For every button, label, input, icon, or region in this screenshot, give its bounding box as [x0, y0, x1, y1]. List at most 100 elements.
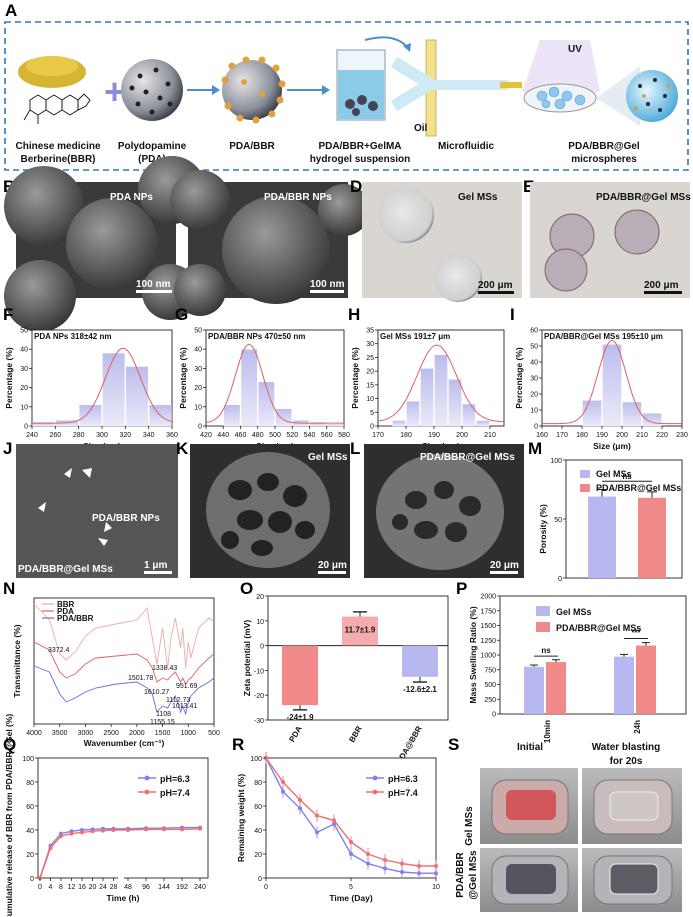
- zeta-bar: [282, 645, 318, 706]
- chart-m: M Gel MSs PDA/BBR@Gel MSs ns 0 50 100 Porosity …: [528, 439, 683, 583]
- data-point: [69, 831, 74, 836]
- x-tick-label: 300: [96, 432, 108, 439]
- x-axis-label: Size (μm): [593, 441, 631, 451]
- zeta-bar: [402, 645, 438, 677]
- value-label: 11.7±1.9: [345, 626, 376, 635]
- peak-annotation: 1501.78: [128, 675, 153, 682]
- x-tick-label: 24: [99, 884, 107, 891]
- y-tick-label: 40: [194, 347, 202, 354]
- schematic-label-9: PDA/BBR@Gel: [568, 141, 640, 152]
- scale-bar-label-j: 1 μm: [144, 560, 167, 571]
- panel-label-r: R: [232, 735, 244, 754]
- histogram-bar: [582, 400, 602, 427]
- histogram-bar: [327, 423, 344, 427]
- y-axis-label: Percentage (%): [350, 347, 360, 409]
- histogram-bar: [602, 344, 622, 427]
- y-tick-label: 0: [24, 424, 28, 431]
- y-tick-label: 15: [366, 382, 374, 389]
- data-point: [80, 830, 84, 835]
- legend-label: pH=7.4: [388, 788, 418, 798]
- significance-label: ***: [631, 628, 641, 637]
- y-tick-label: 60: [530, 328, 538, 335]
- scale-bar-label-d: 200 μm: [478, 280, 513, 291]
- data-point: [162, 827, 166, 832]
- y-tick-label: 20: [194, 385, 202, 392]
- x-tick-label: 540: [304, 432, 316, 439]
- y-tick-label: 1250: [480, 638, 496, 645]
- x-tick-label: 340: [143, 432, 155, 439]
- plot-frame: [33, 597, 215, 725]
- x-tick-label: 160: [536, 432, 548, 439]
- schematic-label-1: Chinese medicine: [15, 141, 100, 152]
- histogram-bar: [434, 354, 448, 427]
- y-tick-label: 35: [366, 328, 374, 335]
- microsphere-icon: [626, 70, 678, 122]
- scale-bar-label-k: 20 μm: [318, 560, 347, 571]
- chart-title: Gel MSs 191±7 μm: [380, 332, 450, 341]
- legend-swatch: [580, 470, 590, 478]
- legend-swatch: [536, 606, 550, 616]
- x-tick-label: 48: [124, 884, 132, 891]
- y-tick-label: 30: [366, 341, 374, 348]
- histogram-bar: [125, 366, 149, 427]
- y-tick-label: 40: [26, 828, 34, 835]
- x-tick-label: 2500: [103, 730, 119, 737]
- x-tick-label: 192: [176, 884, 188, 891]
- plot-frame: [31, 329, 173, 427]
- y-tick-label: 0: [30, 876, 34, 883]
- x-tick-label: 28: [110, 884, 118, 891]
- x-tick-label: 520: [286, 432, 298, 439]
- gaussian-fit-line: [542, 339, 682, 425]
- chart-g: G 420 440 460 480 500 520 540 560 580 0 10 20 30 40 50 P…: [175, 305, 350, 451]
- x-tick-label: 560: [321, 432, 333, 439]
- y-tick-label: -30: [254, 718, 264, 725]
- histogram-bar: [476, 420, 490, 427]
- histogram-bar: [275, 408, 292, 427]
- y-tick-label: 0: [258, 876, 262, 883]
- y-tick-label: 1000: [480, 653, 496, 660]
- x-tick-label: 170: [556, 432, 568, 439]
- y-tick-label: 0: [534, 424, 538, 431]
- x-category-label: 10min: [543, 720, 552, 743]
- x-tick-label: 10: [432, 884, 440, 891]
- panel-label-h: H: [348, 305, 360, 324]
- gaussian-fit-line: [205, 343, 344, 424]
- y-tick-label: 1750: [480, 608, 496, 615]
- x-tick-label: 12: [68, 884, 76, 891]
- micrograph-label-b: PDA NPs: [110, 192, 153, 203]
- chart-q: QpH=6.3pH=7.40 4 8 12 16 20 24 28 48 96 144 192 2400…: [3, 714, 209, 917]
- plus-icon: +: [104, 71, 125, 112]
- schematic-label-6: PDA/BBR+GelMA: [318, 141, 401, 152]
- x-tick-label: 144: [158, 884, 170, 891]
- histogram-bar: [406, 401, 420, 427]
- photo-col1-label: Initial: [517, 742, 543, 753]
- swelling-bar: [524, 666, 544, 714]
- panel-label-n: N: [3, 579, 15, 598]
- histogram-bar: [392, 420, 406, 427]
- scale-bar-label-e: 200 μm: [644, 280, 679, 291]
- data-point: [111, 828, 116, 832]
- x-tick-label: 230: [676, 432, 688, 439]
- x-tick-label: 3500: [52, 730, 68, 737]
- y-tick-label: 25: [366, 355, 374, 362]
- y-tick-label: 50: [530, 344, 538, 351]
- panel-b: B PDA NPs 100 nm: [3, 156, 206, 332]
- panel-label-i: I: [510, 305, 515, 324]
- beaker-icon: [336, 49, 386, 121]
- peak-annotation: 1338.43: [152, 665, 177, 672]
- panel-label-o: O: [240, 579, 253, 598]
- y-tick-label: 100: [250, 756, 262, 763]
- histogram-bar: [622, 401, 642, 427]
- data-point: [180, 827, 184, 832]
- data-point: [126, 828, 130, 832]
- histogram-bar: [78, 404, 102, 427]
- panel-j: J PDA/BBR NPs PDA/BBR@Gel MSs 1 μm: [3, 439, 178, 578]
- x-tick-label: 4000: [26, 730, 42, 737]
- scale-bar-label-c: 100 nm: [310, 279, 345, 290]
- photo-col2-label-1: Water blasting: [592, 742, 661, 753]
- data-point: [101, 828, 105, 833]
- peak-annotation: 3372.4: [48, 647, 70, 654]
- x-tick-label: 1500: [155, 730, 171, 737]
- photo-row2-label-2: @Gel MSs: [468, 850, 479, 900]
